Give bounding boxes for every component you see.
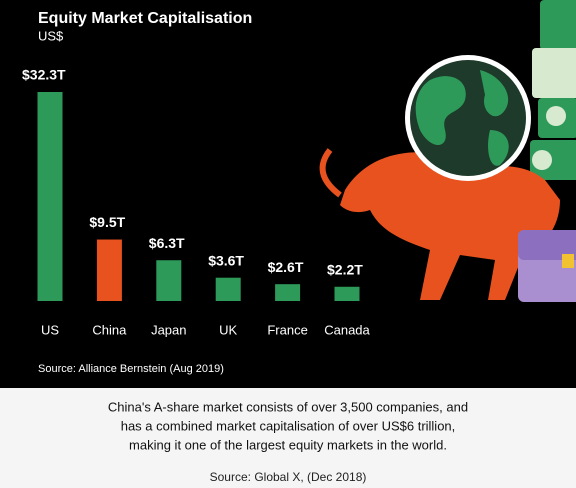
value-label: $2.6T [268,259,304,275]
bar [37,92,63,301]
x-tick-label: China [92,322,127,337]
x-tick-label: France [267,322,307,337]
bull-horn [319,148,342,198]
bull [340,152,560,300]
globe [405,55,531,181]
bar [215,277,241,301]
note-line: making it one of the largest equity mark… [129,437,447,452]
x-tick-label: Japan [151,322,186,337]
briefcase [518,230,576,302]
source: Source: Alliance Bernstein (Aug 2019) [38,363,224,375]
note-line: has a combined market capitalisation of … [121,418,456,433]
bar [334,286,360,301]
light-panel [0,388,576,488]
value-label: $2.2T [327,261,363,277]
bar [156,260,182,301]
bar [96,239,122,301]
x-tick-label: Canada [324,322,370,337]
value-label: $6.3T [149,235,185,251]
note-source: Source: Global X, (Dec 2018) [210,470,367,484]
money-stack [530,0,576,180]
x-tick-label: UK [219,322,237,337]
value-label: $32.3T [22,67,66,83]
value-label: $3.6T [208,252,244,268]
value-label: $9.5T [89,214,125,230]
note-line: China's A-share market consists of over … [108,399,468,414]
bar [275,284,301,301]
chart-subtitle: US$ [38,28,64,43]
chart-title: Equity Market Capitalisation [38,10,252,27]
x-tick-label: US [41,322,59,337]
